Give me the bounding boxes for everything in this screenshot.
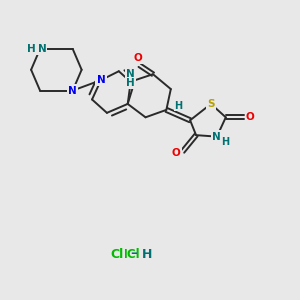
Text: O: O [172, 148, 181, 158]
Text: HCl: HCl [118, 248, 140, 260]
Text: H: H [126, 78, 135, 88]
Text: N: N [68, 85, 77, 96]
Text: H: H [174, 100, 182, 111]
Text: H: H [221, 137, 229, 147]
Text: N: N [212, 132, 221, 142]
Text: –: – [130, 247, 137, 260]
Text: H: H [142, 248, 152, 260]
Text: S: S [207, 99, 215, 109]
Text: O: O [246, 112, 254, 122]
Text: Cl: Cl [111, 248, 124, 260]
Text: O: O [134, 53, 142, 63]
Text: N: N [38, 44, 46, 54]
Text: N: N [126, 69, 135, 79]
Text: H: H [27, 44, 36, 54]
Text: N: N [97, 75, 105, 85]
